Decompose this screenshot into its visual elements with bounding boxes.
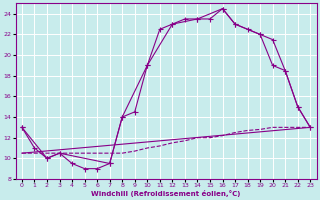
X-axis label: Windchill (Refroidissement éolien,°C): Windchill (Refroidissement éolien,°C) xyxy=(92,190,241,197)
